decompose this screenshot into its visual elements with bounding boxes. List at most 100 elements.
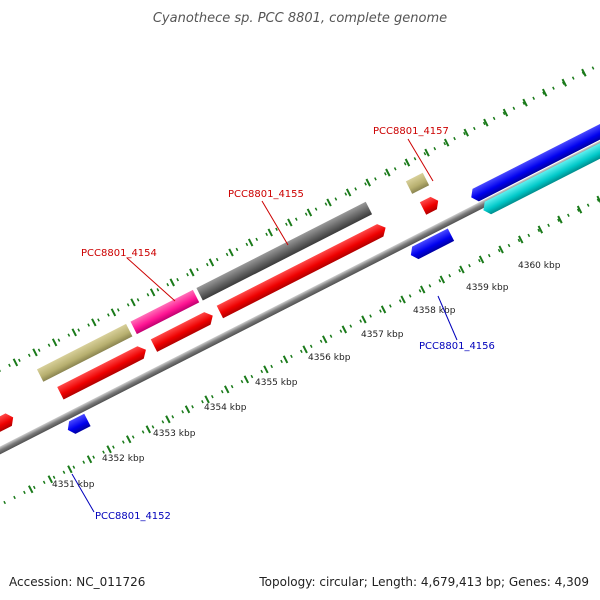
outer-major-tick	[365, 178, 371, 187]
outer-major-tick	[91, 318, 97, 327]
inner-major-tick	[361, 315, 367, 324]
forward-feature-row	[36, 172, 430, 382]
outer-major-tick	[345, 188, 352, 197]
scale-label: 4360 kbp	[518, 261, 561, 271]
cds-4156[interactable]	[408, 228, 455, 261]
callout-line-4156	[437, 295, 458, 341]
feature-tan-4153[interactable]	[36, 323, 133, 382]
outer-major-tick	[306, 208, 313, 217]
inner-major-tick	[282, 355, 289, 364]
callout-line-4157	[407, 138, 434, 182]
outer-major-tick	[287, 218, 293, 227]
feature-magenta-4154[interactable]	[130, 289, 200, 335]
feature-tan-4157[interactable]	[405, 172, 430, 194]
inner-major-tick	[224, 385, 230, 394]
inner-major-tick	[263, 365, 269, 374]
inner-major-tick	[380, 305, 387, 314]
forward-cds-row	[0, 195, 442, 445]
feature-gray-4155[interactable]	[196, 201, 373, 301]
outer-major-tick	[189, 268, 195, 277]
inner-major-ticks	[27, 195, 600, 494]
inner-major-tick	[322, 335, 328, 344]
cds-4152[interactable]	[65, 413, 91, 436]
outer-major-tick	[424, 148, 430, 157]
inner-major-tick	[27, 485, 34, 494]
scale-label: 4353 kbp	[153, 429, 196, 439]
gene-label-4154[interactable]: PCC8801_4154	[81, 248, 157, 259]
gene-label-4156[interactable]: PCC8801_4156	[419, 341, 495, 352]
inner-major-tick	[243, 375, 250, 384]
outer-major-tick	[561, 78, 567, 87]
outer-major-tick	[32, 348, 38, 357]
inner-major-tick	[106, 445, 112, 454]
scale-label: 4359 kbp	[466, 283, 509, 293]
inner-major-tick	[498, 245, 504, 254]
inner-dotted-line	[3, 165, 600, 505]
outer-major-tick	[385, 168, 391, 177]
outer-major-ticks	[12, 68, 587, 367]
outer-dotted-line	[0, 58, 600, 398]
inner-major-tick	[302, 345, 308, 354]
outer-tick-ring	[0, 58, 600, 398]
scale-label: 4356 kbp	[308, 353, 351, 363]
scale-label: 4355 kbp	[255, 378, 298, 388]
outer-major-tick	[541, 88, 548, 97]
genome-backbone	[0, 116, 600, 468]
inner-major-tick	[341, 325, 348, 334]
inner-major-tick	[126, 435, 132, 444]
inner-tick-ring	[3, 165, 600, 505]
inner-major-tick	[459, 265, 465, 274]
gene-label-4155[interactable]: PCC8801_4155	[228, 189, 304, 200]
scale-label: 4354 kbp	[204, 403, 247, 413]
outer-major-tick	[130, 298, 136, 307]
cds-right-reverse[interactable]	[468, 107, 600, 203]
inner-major-tick	[576, 205, 583, 214]
outer-major-tick	[51, 338, 58, 347]
outer-major-tick	[483, 118, 489, 127]
outer-major-tick	[71, 328, 77, 337]
cds-left-edge[interactable]	[0, 411, 16, 445]
gene-label-4152[interactable]: PCC8801_4152	[95, 511, 171, 522]
outer-major-tick	[247, 238, 254, 247]
outer-major-tick	[110, 308, 117, 317]
outer-major-tick	[208, 258, 215, 267]
track-group	[0, 58, 600, 505]
gene-callouts	[71, 138, 458, 513]
inner-major-tick	[557, 215, 563, 224]
inner-major-tick	[67, 465, 73, 474]
inner-major-tick	[400, 295, 406, 304]
outer-major-tick	[581, 68, 587, 77]
outer-major-tick	[404, 158, 411, 167]
cds-4154[interactable]	[150, 309, 216, 352]
cds-4153[interactable]	[57, 343, 149, 400]
inner-major-tick	[478, 255, 485, 264]
gene-label-4157[interactable]: PCC8801_4157	[373, 126, 449, 137]
outer-major-tick	[169, 278, 175, 287]
inner-major-tick	[145, 425, 152, 434]
inner-major-tick	[86, 455, 93, 464]
inner-major-tick	[204, 395, 210, 404]
scale-labels: 4351 kbp 4352 kbp 4353 kbp 4354 kbp 4355…	[52, 261, 561, 490]
rna-right-reverse[interactable]	[480, 122, 600, 216]
outer-major-tick	[443, 138, 450, 147]
gene-labels: PCC8801_4157 PCC8801_4155 PCC8801_4154 P…	[81, 126, 495, 522]
reverse-rna-row	[480, 122, 600, 216]
inner-major-tick	[596, 195, 600, 204]
scale-label: 4352 kbp	[102, 454, 145, 464]
outer-major-tick	[522, 98, 528, 107]
cds-4157[interactable]	[419, 195, 442, 215]
scale-label: 4358 kbp	[413, 306, 456, 316]
outer-major-tick	[326, 198, 332, 207]
callout-line-4155	[261, 200, 289, 246]
inner-major-tick	[518, 235, 524, 244]
callout-line-4154	[126, 257, 176, 302]
cds-4155[interactable]	[216, 221, 389, 319]
topology-summary: Topology: circular; Length: 4,679,413 bp…	[258, 575, 589, 589]
reverse-cds-row	[65, 107, 600, 436]
inner-major-tick	[47, 475, 54, 484]
inner-major-tick	[165, 415, 171, 424]
outer-major-tick	[149, 288, 156, 297]
inner-major-tick	[420, 285, 426, 294]
accession-text: Accession: NC_011726	[9, 575, 145, 589]
scale-label: 4351 kbp	[52, 480, 95, 490]
